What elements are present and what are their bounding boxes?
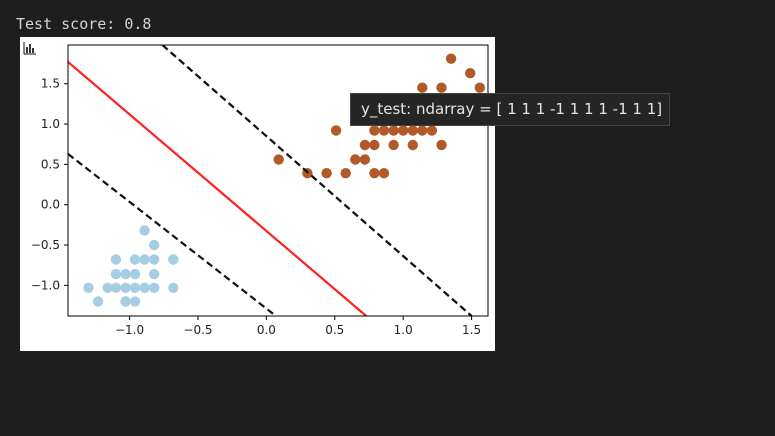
bar-chart-icon[interactable] — [23, 41, 37, 55]
margin-line — [161, 45, 473, 316]
data-point — [388, 139, 399, 151]
data-point — [350, 154, 361, 165]
data-point — [149, 254, 160, 265]
data-point — [129, 254, 141, 265]
data-point — [330, 125, 342, 136]
data-point — [92, 296, 104, 307]
x-tick-label: −1.0 — [115, 323, 144, 337]
y-tick-label: 1.5 — [41, 77, 60, 91]
data-point — [436, 82, 447, 93]
data-point — [168, 254, 179, 265]
y-tick-label: 0.5 — [41, 157, 60, 171]
y-tick-label: −0.5 — [31, 238, 60, 252]
data-point — [321, 168, 332, 179]
data-point — [149, 239, 160, 251]
y-tick-label: 1.0 — [41, 117, 60, 131]
data-point — [110, 282, 122, 293]
data-point — [359, 139, 371, 151]
data-point — [110, 254, 122, 265]
data-point — [369, 125, 380, 136]
axes-frame — [67, 44, 489, 317]
data-point — [417, 125, 428, 136]
data-point — [139, 225, 150, 236]
data-point — [369, 168, 380, 179]
data-point — [388, 125, 399, 136]
data-point — [378, 125, 390, 136]
data-point — [359, 154, 371, 165]
variable-tooltip: y_test: ndarray = [ 1 1 1 -1 1 1 1 -1 1 … — [350, 93, 670, 126]
test-score-output: Test score: 0.8 — [16, 15, 152, 33]
data-point — [168, 282, 179, 293]
data-point — [340, 168, 351, 179]
data-point — [273, 154, 284, 165]
data-point — [120, 268, 131, 280]
x-tick-label: −0.5 — [183, 323, 212, 337]
data-point — [129, 282, 141, 293]
data-point — [149, 268, 160, 280]
data-point — [149, 282, 160, 293]
y-tick-label: 0.0 — [41, 198, 60, 212]
x-tick-label: 0.0 — [257, 323, 276, 337]
y-tick-label: −1.0 — [31, 278, 60, 292]
x-tick-label: 1.0 — [394, 323, 413, 337]
plot-output: −1.0 −0.5 0.0 0.5 1.0 1.5 1.5 1.0 0.5 0.0 −0.5 −1.0 — [20, 37, 495, 351]
data-point — [369, 139, 380, 151]
data-point — [465, 68, 476, 79]
data-point — [110, 268, 122, 280]
scatter-plot: −1.0 −0.5 0.0 0.5 1.0 1.5 1.5 1.0 0.5 0.0 −0.5 −1.0 — [23, 41, 489, 337]
data-point — [474, 82, 485, 93]
data-point — [426, 125, 438, 136]
data-point — [120, 282, 131, 293]
data-point — [436, 139, 447, 151]
data-point — [139, 282, 150, 293]
data-point — [129, 296, 141, 307]
data-point — [129, 268, 141, 280]
x-tick-label: 1.5 — [462, 323, 481, 337]
x-tick-label: 0.5 — [325, 323, 344, 337]
data-point — [120, 296, 131, 307]
data-point — [417, 82, 428, 93]
data-point — [139, 254, 150, 265]
data-point — [398, 125, 409, 136]
data-point — [102, 282, 113, 293]
plot-area — [68, 45, 485, 316]
data-point — [378, 168, 390, 179]
decision-boundary-line — [68, 61, 367, 316]
data-point — [407, 125, 418, 136]
data-point — [445, 53, 457, 64]
data-point — [407, 139, 418, 151]
data-point — [83, 282, 94, 293]
